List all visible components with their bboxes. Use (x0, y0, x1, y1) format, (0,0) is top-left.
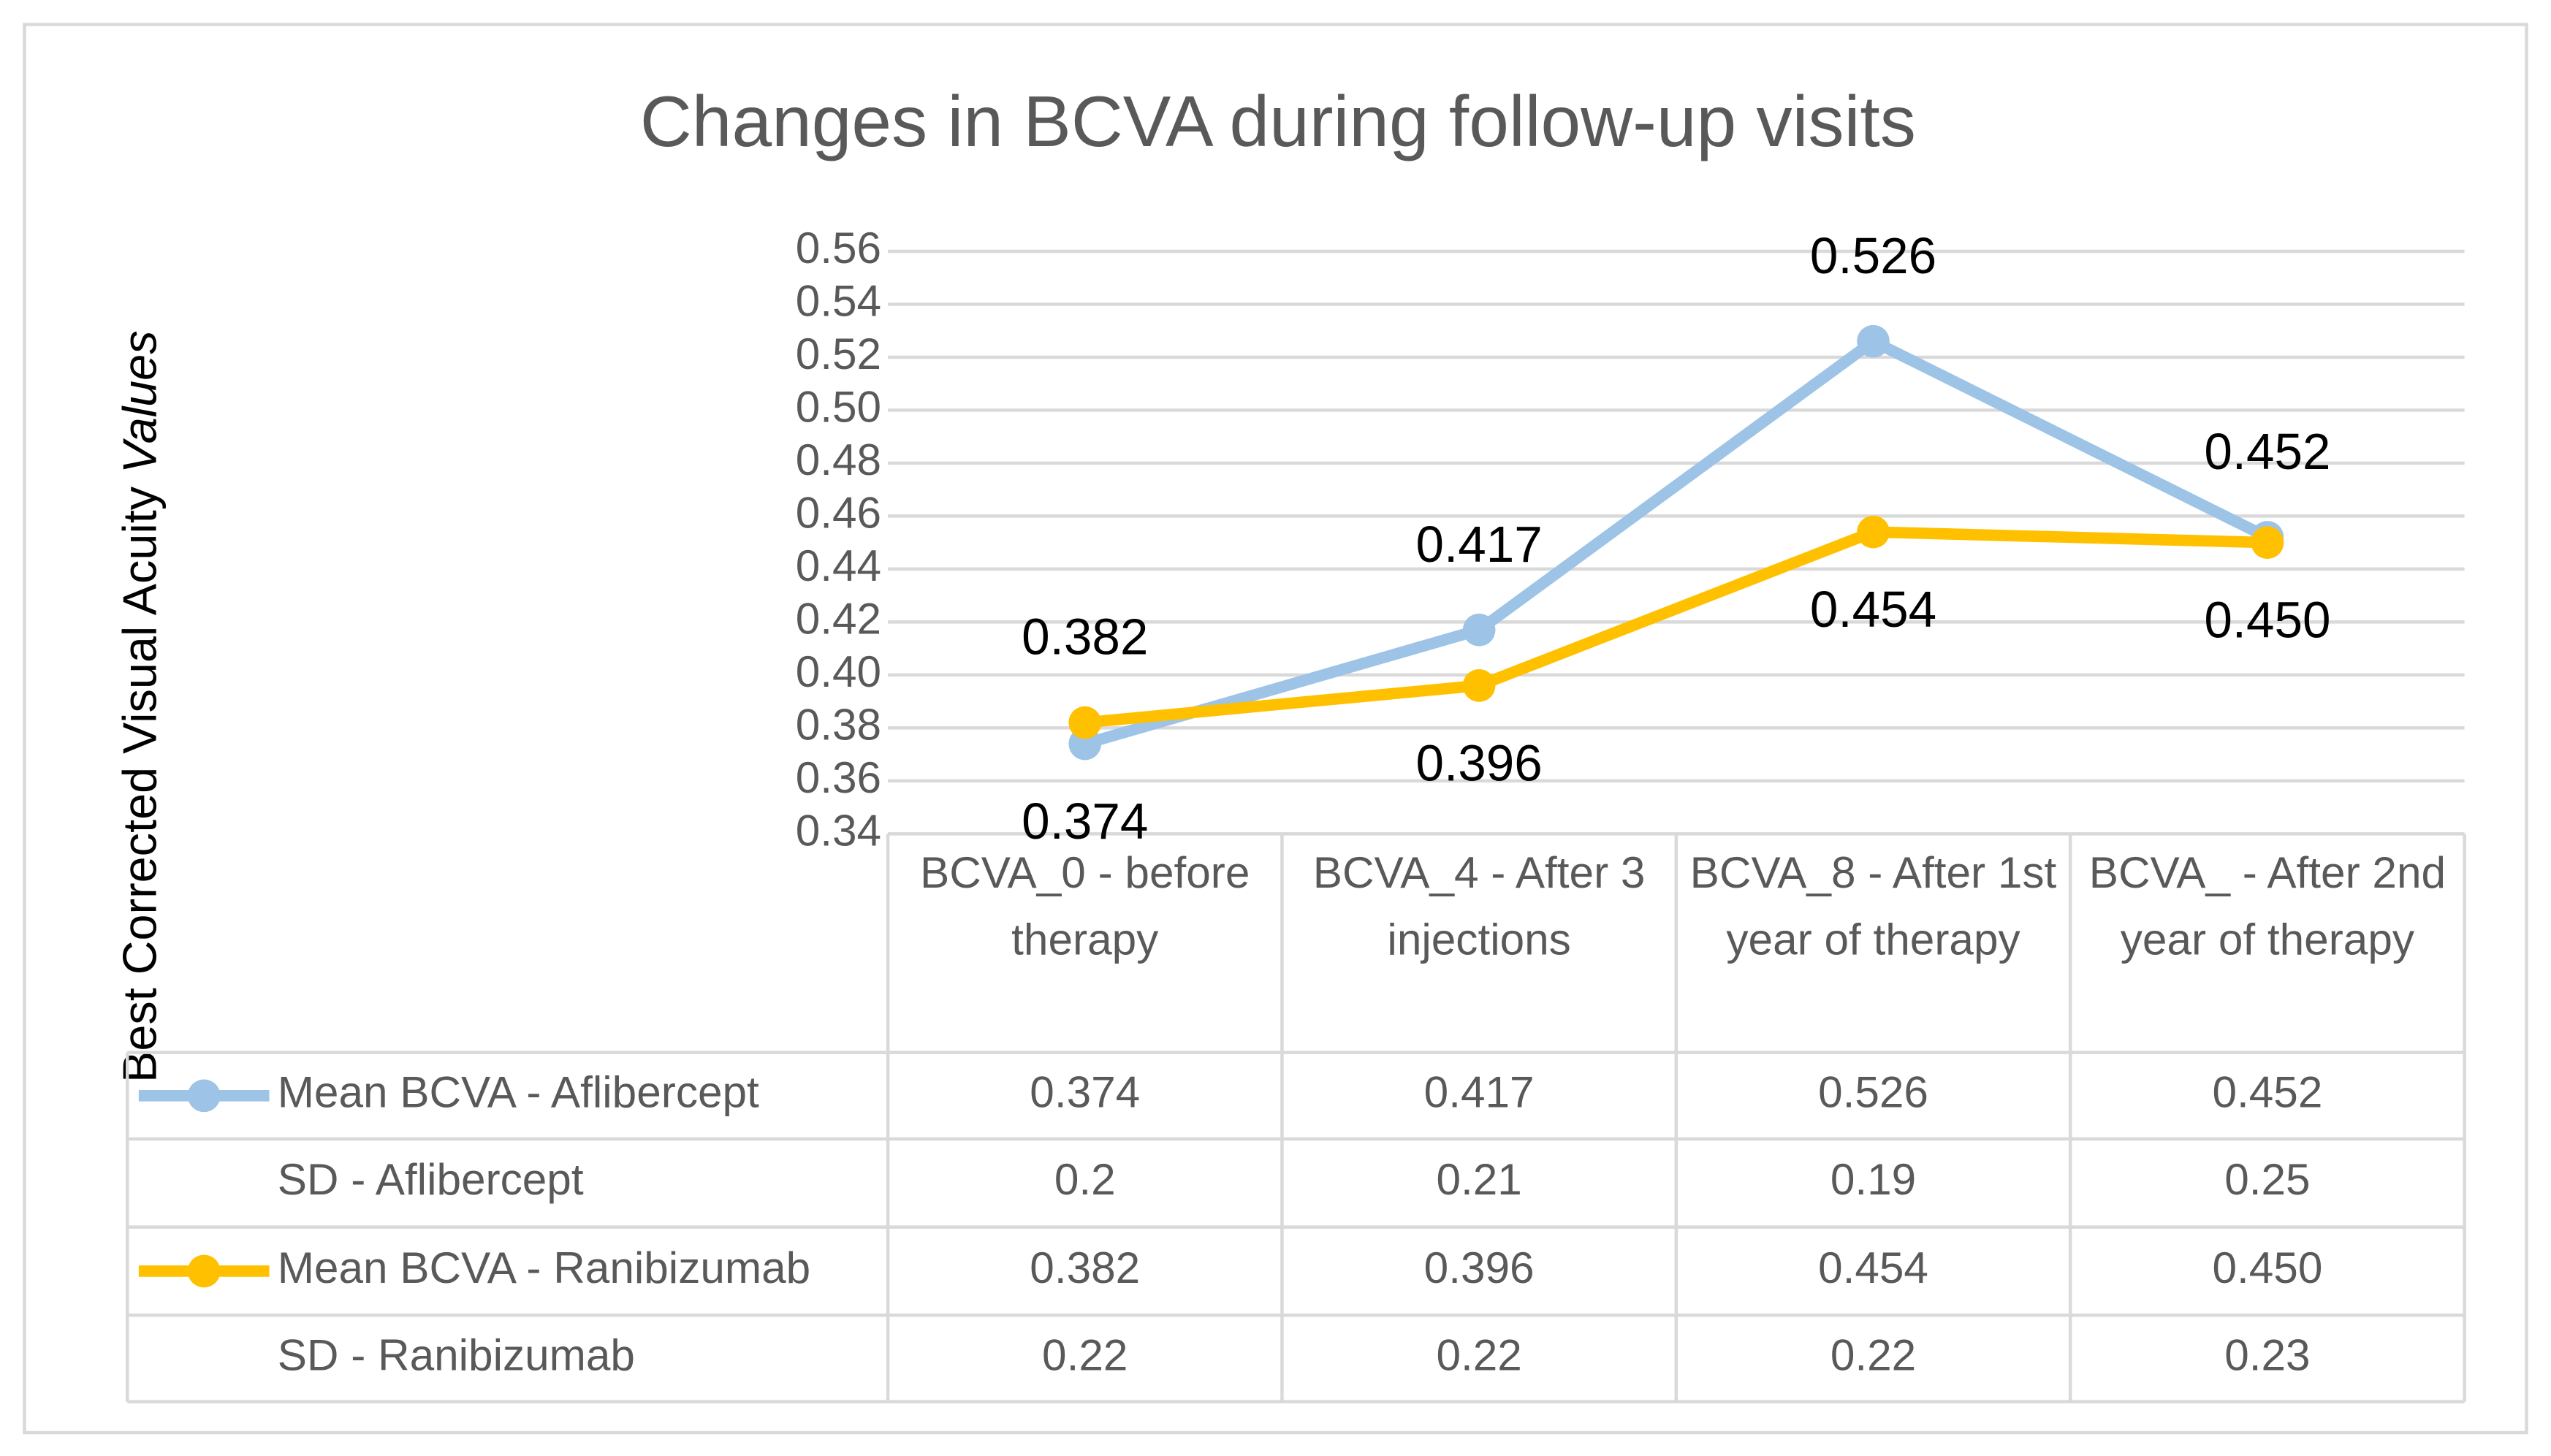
legend-marker (187, 1079, 221, 1113)
table-value: 0.21 (1436, 1154, 1521, 1204)
legend-marker (187, 1254, 221, 1288)
data-label: 0.374 (1022, 793, 1148, 850)
data-point (1462, 669, 1496, 702)
table-value: 0.25 (2224, 1154, 2310, 1204)
y-tick-label: 0.52 (796, 329, 881, 378)
data-label: 0.450 (2204, 592, 2330, 649)
y-tick-label: 0.50 (796, 381, 881, 431)
data-point (1857, 324, 1890, 358)
table-value: 0.382 (1030, 1243, 1140, 1292)
category-cell: BCVA_ - After 2nd year of therapy (2088, 848, 2447, 965)
data-label: 0.396 (1416, 734, 1543, 791)
y-tick-label: 0.44 (796, 541, 881, 590)
y-tick-label: 0.36 (796, 752, 881, 802)
table-value: 0.22 (1436, 1330, 1521, 1379)
y-tick-label: 0.38 (796, 699, 881, 749)
y-tick-label: 0.56 (796, 223, 881, 272)
x-tick-label: BCVA_8 - After 1st year of therapy (1689, 848, 2057, 965)
table-value: 0.19 (1830, 1154, 1916, 1204)
table-value: 0.454 (1818, 1243, 1928, 1292)
data-label: 0.382 (1022, 609, 1148, 666)
legend-label: Mean BCVA - Ranibizumab (278, 1243, 810, 1292)
x-tick-label: BCVA_4 - After 3 injections (1312, 848, 1646, 965)
table-value: 0.22 (1042, 1330, 1128, 1379)
row-label: SD - Ranibizumab (278, 1330, 635, 1379)
y-tick-label: 0.46 (796, 487, 881, 537)
y-tick-label: 0.54 (796, 275, 881, 325)
chart-title: Changes in BCVA during follow-up visits (640, 81, 1916, 161)
row-label: SD - Aflibercept (278, 1154, 584, 1204)
data-label: 0.526 (1810, 227, 1936, 284)
table-value: 0.22 (1830, 1330, 1916, 1379)
y-tick-label: 0.48 (796, 435, 881, 484)
table-value: 0.452 (2212, 1067, 2322, 1117)
data-label: 0.417 (1416, 516, 1543, 573)
table-value: 0.526 (1818, 1067, 1928, 1117)
x-tick-label: BCVA_ - After 2nd year of therapy (2088, 848, 2447, 965)
data-label: 0.454 (1810, 581, 1936, 638)
y-tick-label: 0.42 (796, 593, 881, 643)
category-cell: BCVA_8 - After 1st year of therapy (1689, 848, 2057, 965)
data-point (1068, 706, 1102, 739)
data-label: 0.452 (2204, 423, 2330, 480)
table-value: 0.417 (1424, 1067, 1535, 1117)
data-point (1462, 613, 1496, 647)
data-point (2251, 526, 2284, 559)
series-line (1084, 526, 2268, 728)
y-axis-label-main: Best Corrected Visual Acuity (113, 486, 167, 1083)
x-tick-label: BCVA_0 - before therapy (920, 848, 1250, 965)
table-value: 0.396 (1424, 1243, 1535, 1292)
category-cell: BCVA_4 - After 3 injections (1312, 848, 1646, 965)
table-value: 0.23 (2224, 1330, 2310, 1379)
y-tick-label: 0.40 (796, 647, 881, 696)
y-axis-label: Best Corrected Visual Acuity Values (113, 330, 167, 1082)
y-axis-label-italic: Values (113, 330, 167, 473)
table-value: 0.374 (1030, 1067, 1140, 1117)
category-cell: BCVA_0 - before therapy (920, 848, 1250, 965)
data-point (1857, 515, 1890, 549)
legend-label: Mean BCVA - Aflibercept (278, 1067, 759, 1117)
y-tick-label: 0.34 (796, 805, 881, 855)
table-value: 0.450 (2212, 1243, 2322, 1292)
series-line (1083, 335, 2270, 750)
table-value: 0.2 (1054, 1154, 1116, 1204)
